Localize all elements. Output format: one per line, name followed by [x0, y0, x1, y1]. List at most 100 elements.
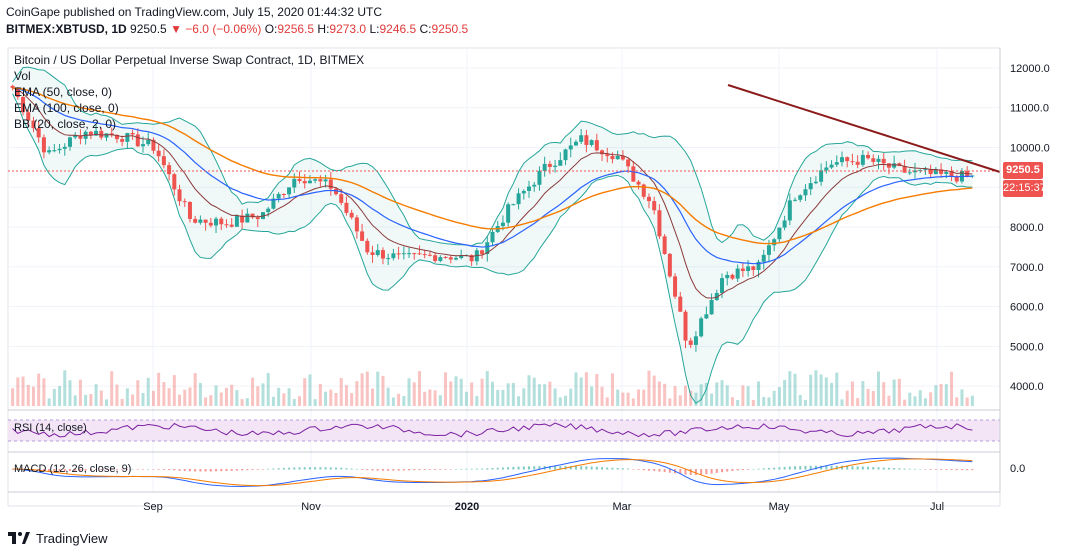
volume-bar [887, 395, 891, 406]
macd-histogram-bar [267, 468, 270, 470]
volume-bar [631, 398, 635, 406]
candle-body [563, 149, 568, 161]
volume-bar [146, 377, 150, 406]
candle-body [229, 224, 234, 227]
macd-histogram-bar [475, 468, 478, 470]
candle-body [667, 253, 672, 277]
time-axis: Sep Nov 2020 Mar May Jul [143, 501, 944, 513]
candle-body [396, 253, 401, 255]
rsi-line [12, 422, 973, 438]
macd-histogram-bar [199, 469, 202, 472]
macd-histogram-bar [809, 465, 812, 470]
macd-histogram-bar [574, 466, 577, 470]
candle-body [120, 139, 125, 142]
macd-histogram-bar [840, 465, 843, 470]
volume-bar [908, 392, 912, 406]
candle-body [36, 128, 41, 138]
candle-body [15, 87, 20, 97]
macd-histogram-bar [914, 468, 917, 470]
candle-body [521, 190, 526, 194]
candle-body [459, 255, 464, 258]
volume-bar [428, 389, 432, 406]
candle-body [600, 150, 605, 155]
macd-histogram-bar [235, 469, 238, 471]
macd-histogram-bar [308, 467, 311, 470]
volume-bar [970, 395, 974, 406]
macd-histogram-bar [115, 469, 118, 470]
volume-bar [120, 398, 124, 406]
macd-histogram-bar [861, 466, 864, 470]
macd-histogram-bar [960, 469, 963, 471]
macd-histogram-bar [48, 469, 51, 472]
macd-histogram-bar [762, 468, 765, 470]
macd-histogram-bar [945, 469, 948, 470]
volume-bar [579, 377, 583, 406]
volume-bar [438, 395, 442, 406]
macd-histogram-bar [42, 469, 45, 472]
candle-body [714, 293, 719, 301]
macd-histogram-bar [74, 469, 77, 471]
candle-body [939, 169, 944, 174]
volume-bar [287, 388, 291, 406]
candle-body [67, 137, 72, 147]
candle-body [88, 131, 93, 136]
candle-body [652, 201, 657, 211]
macd-histogram-bar [726, 469, 729, 472]
volume-bar [590, 386, 594, 406]
candle-body [380, 250, 385, 259]
macd-histogram-bar [533, 466, 536, 470]
macd-histogram-bar [788, 466, 791, 470]
macd-histogram-bar [715, 469, 718, 473]
macd-histogram-bar [460, 468, 463, 470]
macd-histogram-bar [736, 469, 739, 471]
price-tick-label: 6000.0 [1010, 302, 1044, 314]
volume-bar [230, 384, 234, 406]
candle-body [511, 204, 516, 206]
macd-histogram-bar [590, 466, 593, 470]
candle-body [365, 240, 370, 253]
macd-histogram-bar [126, 469, 129, 470]
candle-body [438, 257, 443, 261]
volume-bar [558, 397, 562, 406]
macd-histogram-bar [559, 466, 562, 470]
candle-body [125, 132, 130, 142]
macd-histogram-bar [512, 466, 515, 470]
trendline[interactable] [727, 84, 1001, 173]
candle-body [813, 181, 818, 184]
footer[interactable]: TradingView [8, 528, 108, 548]
macd-histogram-bar [282, 467, 285, 470]
candle-body [913, 170, 918, 173]
candle-body [281, 194, 286, 196]
candle-body [271, 198, 276, 209]
candle-body [766, 245, 771, 255]
open-label: O: [264, 22, 278, 36]
volume-bar [183, 389, 187, 406]
macd-histogram-bar [209, 469, 212, 472]
macd-histogram-bar [465, 468, 468, 470]
candle-body [584, 135, 589, 145]
macd-histogram-bar [752, 468, 755, 470]
volume-bar [522, 388, 526, 406]
candle-body [276, 194, 281, 199]
macd-histogram-bar [721, 469, 724, 473]
candle-body [954, 176, 959, 182]
bb-upper-line [12, 66, 973, 247]
volume-bar [496, 389, 500, 406]
volume-bar [788, 371, 792, 406]
macd-histogram-bar [966, 469, 969, 471]
candle-body [370, 252, 375, 256]
volume-bar [475, 396, 479, 406]
volume-bar [444, 372, 448, 406]
volume-bar [188, 387, 192, 406]
macd-histogram-bar [601, 467, 604, 470]
price-tick-label: 4000.0 [1010, 381, 1044, 393]
volume-bar [762, 397, 766, 406]
candle-body [782, 220, 787, 228]
price-axis: 12000.011000.010000.09000.08000.07000.06… [1010, 63, 1050, 393]
candle-body [240, 215, 245, 223]
candle-body [433, 255, 438, 261]
candle-body [761, 254, 766, 262]
macd-histogram-bar [168, 469, 171, 471]
macd-histogram-bar [501, 467, 504, 470]
